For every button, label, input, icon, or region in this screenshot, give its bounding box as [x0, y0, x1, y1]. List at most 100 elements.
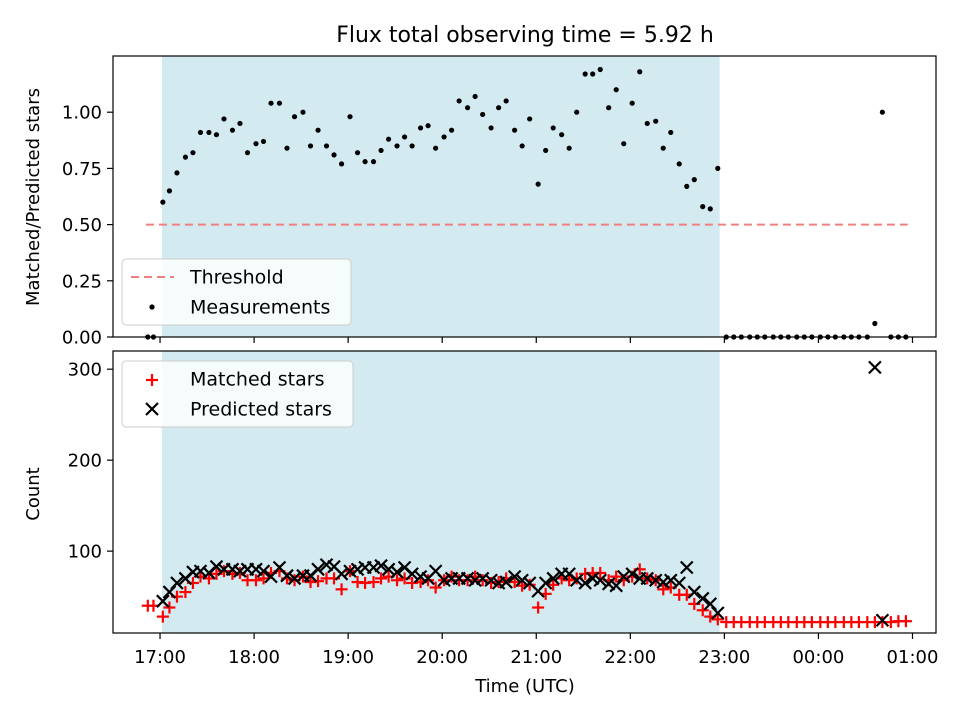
predicted-star-point: [679, 560, 694, 575]
measurement-point: [566, 145, 572, 151]
measurement-point: [378, 147, 384, 154]
predicted-star-point: [593, 573, 607, 588]
predicted-star-points: [156, 360, 890, 628]
matched-star-point: [899, 615, 912, 628]
measurement-point: [527, 116, 533, 122]
predicted-star-point: [515, 573, 529, 588]
predicted-star-point: [256, 564, 271, 578]
measurement-point: [590, 71, 596, 77]
measurement-point: [464, 105, 471, 111]
measurement-point: [300, 109, 306, 115]
measurement-point: [668, 129, 674, 136]
predicted-star-point: [672, 576, 687, 590]
measurement-point: [621, 141, 627, 147]
measurement-point: [441, 134, 447, 140]
matched-star-point: [179, 586, 192, 599]
predicted-star-point: [546, 571, 560, 586]
measurement-point: [276, 100, 283, 106]
x-tick-label: 20:00: [416, 647, 468, 668]
predicted-star-point: [374, 558, 388, 573]
top-legend-box: [121, 258, 352, 326]
measurement-point: [700, 204, 706, 210]
matched-star-point: [532, 601, 545, 614]
predicted-star-point: [405, 567, 419, 581]
predicted-star-point: [616, 569, 631, 584]
measurement-point: [644, 120, 650, 127]
measurement-point: [637, 69, 643, 75]
matched-star-point: [476, 574, 489, 587]
measurement-point: [715, 165, 721, 171]
measurement-point: [174, 170, 180, 176]
top-axes-frame: [112, 55, 937, 338]
predicted-star-point: [280, 568, 294, 583]
top-y-tick-label: 0.50: [62, 215, 102, 236]
matched-star-point: [563, 574, 576, 587]
measurement-point: [394, 143, 400, 149]
matched-star-point: [429, 581, 442, 594]
x-tick-label: 21:00: [510, 647, 562, 668]
bottom-legend-box: [121, 360, 354, 428]
measurement-point: [182, 154, 189, 160]
measurement-point: [559, 132, 565, 138]
measurement-point: [872, 320, 878, 327]
predicted-star-point: [695, 591, 710, 606]
matched-star-point: [696, 604, 709, 617]
bottom-axes-frame: [112, 350, 937, 634]
legend-measurements-label: Measurements: [190, 297, 330, 319]
measurement-point: [268, 100, 274, 106]
measurement-point: [707, 206, 713, 212]
matched-star-point: [367, 576, 380, 589]
measurement-point: [221, 116, 227, 122]
matched-star-point: [335, 583, 348, 596]
predicted-star-point: [499, 575, 513, 589]
predicted-star-point: [625, 567, 639, 581]
bottom-x-ticks: 17:00 18:00 19:00 20:00 21:00 22:00 23:00 00:00…: [134, 633, 938, 668]
top-y-tick-label: 1.00: [62, 103, 102, 124]
measurement-point: [190, 150, 196, 156]
measurement-point: [362, 159, 368, 165]
predicted-star-point: [311, 562, 325, 577]
measurement-point: [370, 159, 377, 165]
measurement-point: [512, 127, 518, 133]
x-tick-label: 19:00: [322, 647, 374, 668]
matched-star-point: [249, 574, 262, 587]
measurement-point: [629, 100, 635, 106]
predicted-star-point: [711, 606, 725, 620]
measurement-point: [417, 125, 424, 131]
matched-star-point: [375, 572, 388, 585]
measurement-point: [166, 188, 173, 194]
measurement-point: [385, 136, 392, 142]
top-y-axis-label: Matched/Predicted stars: [23, 88, 44, 306]
matched-star-point: [312, 575, 325, 588]
measurement-point: [449, 127, 455, 133]
measurement-point: [433, 145, 439, 151]
legend-matched-swatch: [146, 374, 158, 386]
measurement-point: [307, 143, 314, 149]
measurement-point: [338, 161, 345, 167]
measurement-point: [260, 138, 267, 145]
matched-star-point: [163, 601, 176, 614]
predicted-star-point: [609, 578, 623, 593]
x-tick-label: 01:00: [887, 647, 939, 668]
measurement-point: [354, 150, 361, 156]
predicted-star-point: [162, 585, 177, 599]
measurement-point: [323, 143, 330, 149]
measurement-point: [206, 129, 212, 136]
measurement-point: [613, 87, 619, 93]
legend-predicted-label: Predicted stars: [190, 399, 332, 421]
matched-star-point: [657, 583, 670, 596]
measurement-point: [503, 98, 509, 104]
bottom-y-tick-label: 100: [68, 542, 102, 563]
measurement-point: [574, 109, 580, 115]
measurement-point: [213, 132, 220, 138]
measurement-point: [676, 161, 682, 167]
bottom-legend: Matched stars Predicted stars: [121, 360, 354, 428]
matched-star-point: [461, 574, 474, 587]
measurement-point: [543, 147, 549, 154]
measurement-point: [244, 150, 251, 156]
measurement-point: [315, 127, 321, 133]
measurement-point: [160, 199, 166, 205]
x-tick-label: 17:00: [134, 647, 186, 668]
bottom-y-tick-label: 300: [68, 360, 102, 381]
